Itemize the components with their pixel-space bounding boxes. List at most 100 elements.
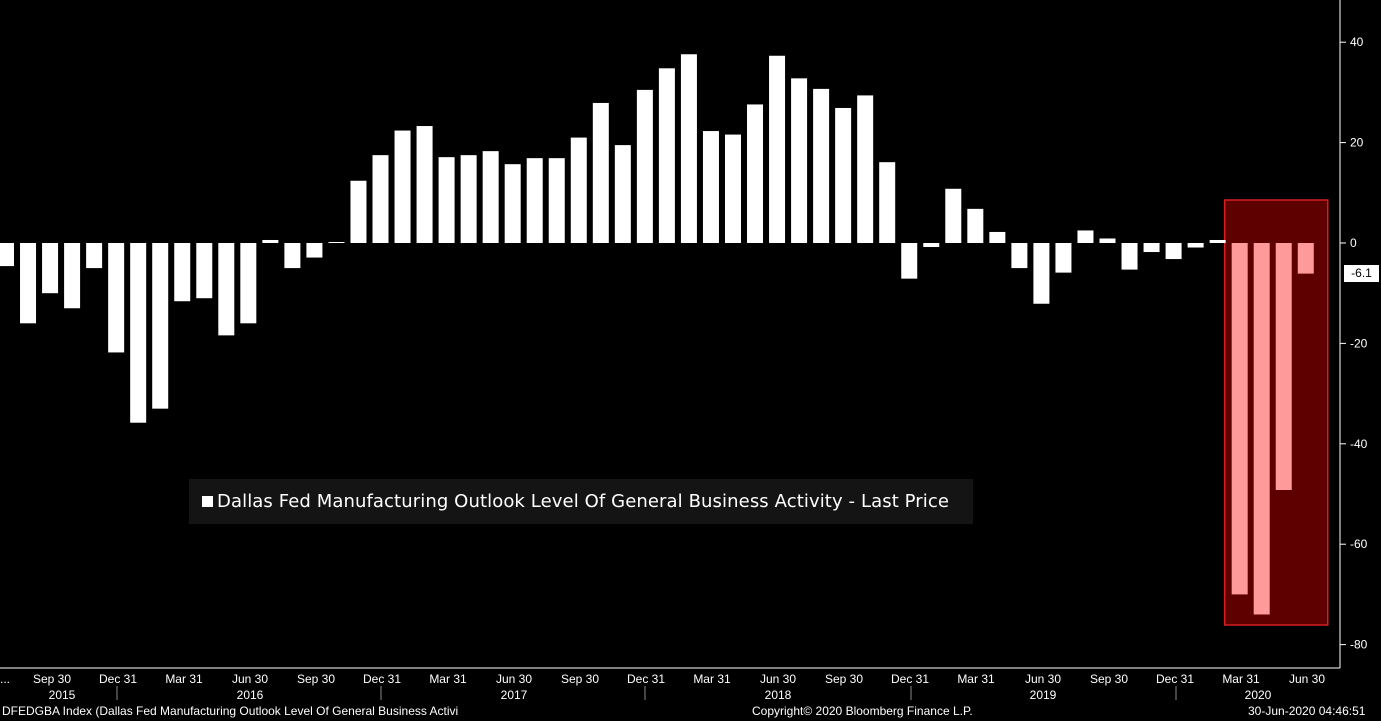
bar — [504, 164, 521, 243]
bar — [989, 231, 1006, 243]
bar — [548, 158, 565, 243]
bar — [526, 158, 543, 243]
year-label: 2018 — [765, 688, 792, 700]
bar — [1143, 243, 1160, 253]
bar — [284, 243, 301, 269]
bar — [460, 155, 477, 243]
bar — [835, 107, 852, 243]
bar — [482, 151, 499, 243]
bar — [1231, 243, 1248, 595]
bar — [218, 243, 235, 336]
bar — [152, 243, 169, 409]
bar — [592, 102, 609, 243]
bars-group — [0, 54, 1314, 615]
y-tick-label: -20 — [1350, 336, 1368, 350]
bar — [967, 208, 984, 243]
bar — [1253, 243, 1270, 615]
x-tick-label: Sep 30 — [33, 672, 71, 686]
bar — [658, 68, 675, 243]
bar — [724, 134, 741, 243]
year-label: 2019 — [1030, 688, 1057, 700]
year-label: 2020 — [1245, 688, 1272, 700]
bar — [857, 95, 874, 243]
footer-ticker: DFEDGBA Index (Dallas Fed Manufacturing … — [2, 704, 459, 718]
footer-copyright: Copyright© 2020 Bloomberg Finance L.P. — [752, 704, 973, 718]
bar — [747, 104, 764, 243]
bar — [923, 243, 940, 248]
bar — [86, 243, 103, 269]
x-tick-label: Sep 30 — [297, 672, 335, 686]
x-tick-label: Jun 30 — [1025, 672, 1061, 686]
bar — [438, 157, 455, 243]
bar — [614, 145, 631, 243]
bar — [64, 243, 81, 309]
bar — [1165, 243, 1182, 260]
x-tick-label: ... — [0, 672, 10, 686]
year-label: 2016 — [237, 688, 264, 700]
x-tick-label: Sep 30 — [1090, 672, 1128, 686]
bar — [1209, 239, 1226, 243]
bar — [945, 188, 962, 243]
bar — [372, 155, 389, 243]
last-value-badge: -6.1 — [1344, 265, 1379, 282]
bar — [702, 131, 719, 243]
x-tick-label: Dec 31 — [627, 672, 665, 686]
year-labels: 2015 2016 2017 2018 2019 2020 — [49, 688, 1272, 700]
bar — [1297, 243, 1314, 274]
bar — [416, 126, 433, 243]
y-axis-ticks: 40 20 0 -20 -40 -60 -80 — [1340, 35, 1368, 652]
bar — [328, 241, 345, 243]
x-tick-label: Dec 31 — [363, 672, 401, 686]
bar — [306, 243, 323, 258]
x-tick-label: Jun 30 — [760, 672, 796, 686]
x-axis-ticks: ... Sep 30 Dec 31 Mar 31 Jun 30 Sep 30 Dec 31 M… — [0, 672, 1325, 700]
x-tick-label: Mar 31 — [693, 672, 731, 686]
x-tick-label: Mar 31 — [165, 672, 203, 686]
y-tick-label: -60 — [1350, 537, 1368, 551]
x-tick-label: Jun 30 — [232, 672, 268, 686]
bar — [570, 137, 587, 243]
x-tick-label: Jun 30 — [496, 672, 532, 686]
x-tick-label: Sep 30 — [825, 672, 863, 686]
bar — [196, 243, 213, 299]
y-tick-label: 40 — [1350, 35, 1364, 49]
x-tick-label: Dec 31 — [1156, 672, 1194, 686]
bar — [262, 239, 279, 243]
x-tick-label: Dec 31 — [99, 672, 137, 686]
bar — [1275, 243, 1292, 490]
year-label: 2015 — [49, 688, 76, 700]
bar — [901, 243, 918, 279]
bar — [1099, 238, 1116, 243]
bar-chart: 40 20 0 -20 -40 -60 -80 ... Sep 30 Dec 31 Mar 31 J… — [0, 0, 1368, 700]
chart-title: Dallas Fed Manufacturing Outlook Level O… — [217, 491, 950, 512]
bar — [0, 243, 14, 267]
bar — [1011, 243, 1028, 269]
bar — [879, 162, 896, 243]
bar — [813, 88, 830, 243]
bar — [1121, 243, 1138, 270]
year-label: 2017 — [501, 688, 528, 700]
y-tick-label: 20 — [1350, 136, 1364, 150]
chart-legend: Dallas Fed Manufacturing Outlook Level O… — [189, 479, 973, 524]
bar — [350, 180, 367, 243]
bar — [42, 243, 59, 294]
bar — [240, 243, 257, 324]
x-tick-label: Dec 31 — [891, 672, 929, 686]
bar — [1187, 243, 1204, 248]
bar — [791, 78, 808, 244]
footer-timestamp: 30-Jun-2020 04:46:51 — [1248, 704, 1366, 718]
bar — [394, 130, 411, 243]
y-tick-label: -80 — [1350, 638, 1368, 652]
legend-swatch — [202, 496, 213, 507]
x-tick-label: Jun 30 — [1289, 672, 1325, 686]
y-tick-label: 0 — [1350, 236, 1357, 250]
bar — [20, 243, 37, 324]
bar — [769, 55, 786, 244]
x-tick-label: Sep 30 — [561, 672, 599, 686]
y-tick-label: -40 — [1350, 437, 1368, 451]
bar — [130, 243, 147, 423]
bar — [680, 54, 697, 243]
bar — [1077, 230, 1094, 243]
x-tick-label: Mar 31 — [1222, 672, 1260, 686]
bar — [108, 243, 125, 353]
